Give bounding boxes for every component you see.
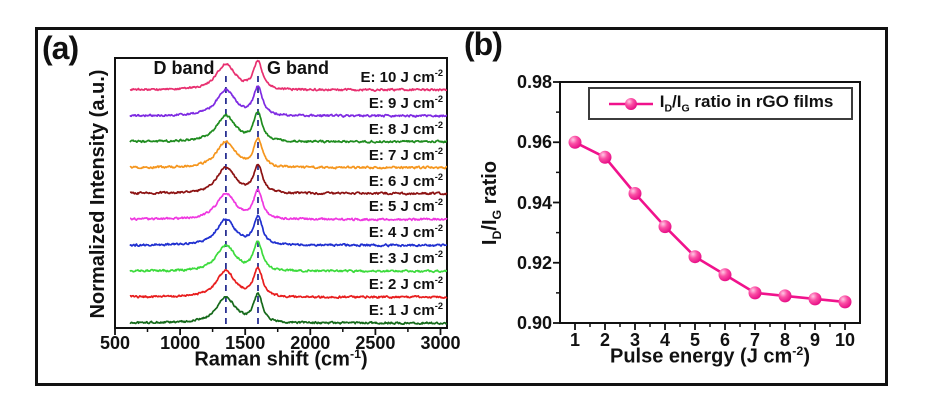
raman-x-tick-label: 3000 [420, 333, 461, 353]
ratio-x-tick-label: 6 [719, 330, 730, 350]
raman-spectrum-line-2 [129, 266, 448, 300]
ratio-data-point-5 [688, 250, 702, 264]
raman-x-tick-label: 2500 [355, 333, 396, 353]
spectrum-energy-label: E: 7 J cm-2 [368, 145, 443, 164]
ratio-data-point-9 [808, 292, 822, 306]
ratio-xaxis-title-sup: -2 [792, 344, 804, 358]
ratio-y-tick-label: 0.98 [516, 72, 552, 92]
g-band-label: G band [267, 58, 329, 78]
spectrum-energy-label: E: 8 J cm-2 [368, 119, 443, 138]
spectrum-energy-label: E: 6 J cm-2 [368, 171, 443, 190]
raman-spectrum-line-9 [129, 85, 448, 118]
raman-xaxis-title-text: Raman shift (cm [194, 348, 350, 371]
ratio-x-tick-label: 8 [779, 330, 790, 350]
panel-b-label: (b) [464, 26, 503, 62]
panel-a-label: (a) [42, 30, 79, 66]
ratio-yaxis-i1: I [479, 239, 501, 246]
ratio-x-tick-label: 10 [834, 330, 856, 350]
legend-rest: ratio in rGO films [689, 92, 834, 112]
ratio-series-line [574, 141, 846, 304]
spectrum-energy-label: E: 4 J cm-2 [368, 223, 443, 242]
spectrum-energy-label: E: 3 J cm-2 [368, 249, 443, 268]
ratio-x-tick-label: 1 [569, 330, 580, 350]
raman-spectrum-line-8 [129, 110, 448, 144]
raman-spectrum-line-6 [129, 163, 448, 196]
raman-xaxis-title: Raman shift (cm-1) [161, 347, 401, 372]
spectrum-energy-label: E: 2 J cm-2 [368, 275, 443, 294]
legend-i2: /I [672, 92, 682, 112]
raman-spectrum-line-5 [129, 188, 448, 222]
ratio-data-point-4 [658, 220, 672, 234]
spectrum-energy-label: E: 1 J cm-2 [368, 301, 443, 319]
raman-spectrum-line-10 [129, 59, 448, 92]
legend-marker-icon [608, 97, 653, 110]
legend-box: ID/IG ratio in rGO films [588, 87, 853, 120]
raman-yaxis-title: Normalized Intensity (a.u.) [87, 69, 109, 319]
ratio-plot-box [559, 81, 861, 324]
raman-spectrum-line-4 [129, 214, 448, 248]
d-band-label: D band [153, 58, 215, 78]
raman-xaxis-title-close: ) [360, 348, 368, 371]
ratio-data-point-1 [568, 135, 582, 149]
legend-i1: I [659, 92, 665, 112]
ratio-data-point-7 [748, 286, 762, 300]
raman-xaxis-title-sup: -1 [349, 347, 361, 361]
ratio-data-point-8 [778, 289, 792, 303]
ratio-yaxis-title: ID/IG ratio [479, 129, 504, 277]
ratio-y-tick-label: 0.90 [516, 313, 552, 333]
raman-x-tick-label: 500 [99, 333, 131, 353]
ratio-x-tick-label: 7 [749, 330, 760, 350]
raman-spectrum-line-7 [129, 136, 448, 170]
ratio-x-tick-label: 9 [809, 330, 820, 350]
raman-spectrum-line-1 [129, 292, 448, 326]
ratio-yaxis-sub-g: G [490, 209, 504, 220]
ratio-data-point-3 [628, 187, 642, 200]
ratio-data-point-2 [598, 150, 612, 164]
ratio-xaxis-title: Pulse energy (J cm-2) [590, 344, 830, 369]
ratio-y-tick-label: 0.94 [516, 192, 552, 213]
ratio-yaxis-sub-d: D [490, 230, 504, 240]
ratio-data-point-6 [718, 268, 732, 282]
ratio-yaxis-rest: ratio [479, 160, 501, 210]
raman-spectrum-line-3 [129, 240, 448, 274]
ratio-x-tick-label: 2 [599, 330, 610, 350]
ratio-xaxis-title-text: Pulse energy (J cm [609, 345, 793, 368]
ratio-data-point-10 [838, 295, 852, 309]
ratio-x-tick-label: 5 [689, 330, 700, 350]
legend-label: ID/IG ratio in rGO films [660, 92, 834, 114]
ratio-x-tick-label: 3 [629, 330, 640, 350]
raman-x-tick-label: 1000 [160, 333, 201, 353]
raman-x-tick-label: 1500 [225, 333, 266, 353]
spectrum-energy-label: E: 9 J cm-2 [368, 93, 443, 112]
ratio-yaxis-i2: /I [479, 219, 501, 231]
legend-sub-d: D [664, 102, 673, 115]
legend-sub-g: G [681, 102, 690, 115]
ratio-y-tick-label: 0.96 [516, 132, 552, 153]
ratio-y-tick-label: 0.92 [516, 252, 552, 273]
ratio-x-tick-label: 4 [659, 330, 670, 350]
spectrum-energy-label: E: 5 J cm-2 [368, 197, 443, 216]
ratio-xaxis-title-close: ) [803, 345, 810, 368]
raman-x-tick-label: 2000 [290, 333, 331, 353]
spectrum-energy-label: E: 10 J cm-2 [360, 67, 444, 86]
